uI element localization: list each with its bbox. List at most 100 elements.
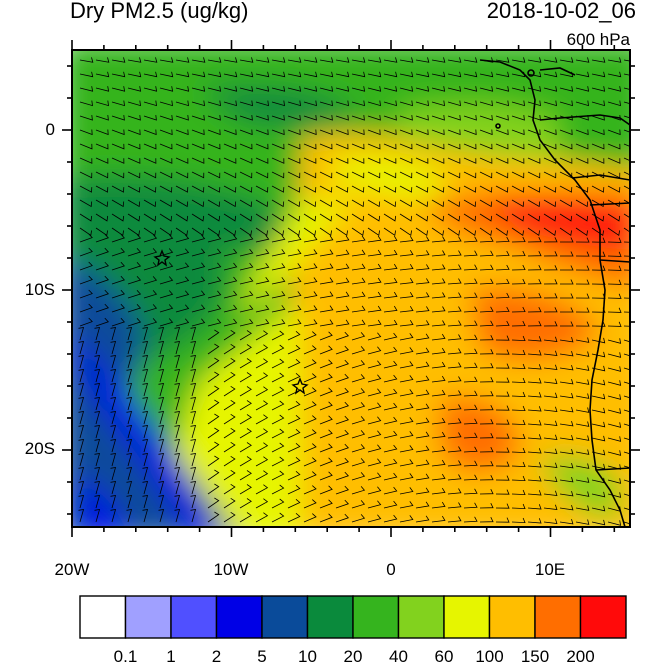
wind-barb xyxy=(383,305,398,313)
wind-barb xyxy=(367,227,380,236)
wind-barb xyxy=(447,502,462,509)
wind-barb xyxy=(79,317,93,327)
wind-barb xyxy=(303,86,318,92)
wind-barb xyxy=(207,213,221,222)
wind-barb xyxy=(495,143,509,150)
wind-barb xyxy=(623,325,630,327)
colorbar xyxy=(79,595,627,639)
wind-barb xyxy=(560,279,574,285)
wind-barb xyxy=(399,249,414,257)
wind-barb xyxy=(367,346,382,355)
wind-barb xyxy=(78,495,85,509)
wind-barb xyxy=(271,498,285,509)
wind-barb xyxy=(399,417,414,425)
wind-barb xyxy=(303,143,317,150)
wind-barb xyxy=(223,427,236,439)
wind-barb xyxy=(431,171,445,179)
wind-barb xyxy=(319,57,334,63)
wind-barb xyxy=(239,428,252,439)
wind-barb xyxy=(255,227,268,236)
wind-barb xyxy=(463,185,477,193)
wind-barb xyxy=(287,512,301,523)
wind-barb xyxy=(271,330,285,341)
wind-barb xyxy=(239,71,254,78)
wind-barb xyxy=(110,509,117,523)
wind-barb xyxy=(623,157,630,162)
wind-barb xyxy=(623,171,630,176)
wind-barb xyxy=(335,57,350,63)
wind-barb xyxy=(95,247,110,257)
wind-barb xyxy=(239,304,254,313)
wind-barb xyxy=(175,304,190,313)
wind-barb xyxy=(239,358,252,369)
wind-barb xyxy=(559,434,574,441)
wind-barb xyxy=(511,475,526,482)
wind-barb xyxy=(351,157,365,164)
wind-barb xyxy=(271,319,286,327)
wind-barb xyxy=(575,421,590,427)
wind-barb xyxy=(95,233,110,243)
wind-barb xyxy=(527,237,542,243)
wind-barb xyxy=(319,277,334,285)
wind-barb xyxy=(223,276,238,285)
wind-barb xyxy=(255,358,269,369)
wind-barbs xyxy=(78,57,630,526)
wind-barb xyxy=(111,233,126,243)
wind-barb xyxy=(191,248,206,257)
wind-barb xyxy=(207,497,220,509)
wind-barb xyxy=(415,459,430,467)
wind-barb xyxy=(431,375,446,383)
wind-barb xyxy=(191,213,205,222)
wind-barb xyxy=(607,86,622,92)
wind-barb xyxy=(447,100,461,107)
wind-barb xyxy=(479,250,494,257)
wind-barb xyxy=(383,514,398,523)
wind-barb xyxy=(126,341,133,355)
wind-barb xyxy=(415,185,429,193)
wind-barb xyxy=(158,439,165,453)
wind-barb xyxy=(383,143,397,150)
wind-barb xyxy=(335,387,350,397)
wind-barb xyxy=(335,513,350,523)
wind-barb xyxy=(399,515,414,523)
wind-barb xyxy=(78,341,85,355)
wind-barb xyxy=(527,350,542,356)
wind-barb xyxy=(511,419,526,426)
wind-barb xyxy=(575,435,590,441)
wind-barb xyxy=(319,457,333,467)
wind-barb xyxy=(383,71,398,78)
wind-barb xyxy=(190,481,197,495)
wind-barb xyxy=(607,380,622,386)
wind-barb xyxy=(95,317,110,327)
wind-barb xyxy=(79,157,93,164)
wind-barb xyxy=(575,379,590,385)
wind-barb xyxy=(383,171,397,179)
wind-barb xyxy=(431,473,446,481)
wind-barb xyxy=(255,171,269,179)
wind-barb xyxy=(511,335,526,342)
wind-barb xyxy=(110,355,117,369)
wind-barb xyxy=(255,213,269,222)
wind-barb xyxy=(415,333,430,341)
wind-barb xyxy=(495,391,510,397)
wind-barb xyxy=(126,467,133,481)
wind-barb xyxy=(207,100,221,107)
wind-barb xyxy=(463,474,478,481)
colorbar-label: 1 xyxy=(166,647,176,666)
wind-barb xyxy=(367,57,382,63)
wind-barb xyxy=(431,389,446,397)
star-marker xyxy=(291,377,309,395)
wind-barb xyxy=(511,377,526,384)
wind-barb xyxy=(495,419,510,425)
wind-barb xyxy=(415,143,429,150)
wind-barb xyxy=(399,277,414,285)
wind-barb xyxy=(543,307,558,313)
wind-barb xyxy=(415,71,430,78)
wind-barb xyxy=(367,235,382,243)
wind-barb xyxy=(126,495,133,509)
wind-barb xyxy=(511,57,526,63)
wind-barb xyxy=(543,237,558,243)
wind-barb xyxy=(495,129,509,136)
wind-barb xyxy=(623,255,630,257)
wind-barb xyxy=(447,320,462,327)
